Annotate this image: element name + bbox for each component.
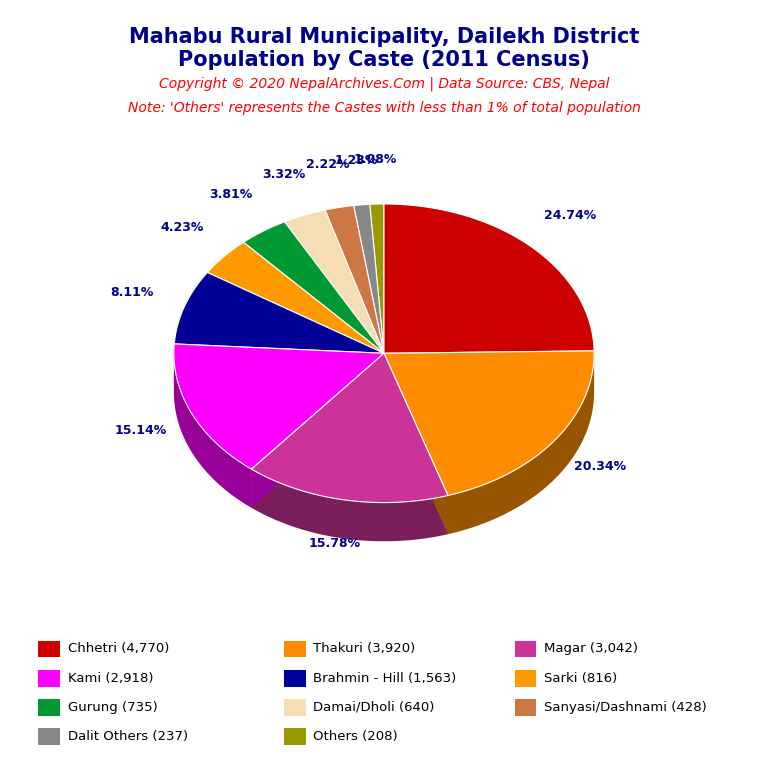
Text: Note: 'Others' represents the Castes with less than 1% of total population: Note: 'Others' represents the Castes wit… (127, 101, 641, 115)
Text: Chhetri (4,770): Chhetri (4,770) (68, 643, 169, 655)
Text: Gurung (735): Gurung (735) (68, 701, 157, 713)
Polygon shape (325, 206, 384, 353)
Text: Kami (2,918): Kami (2,918) (68, 672, 153, 684)
Polygon shape (174, 273, 384, 353)
Text: Magar (3,042): Magar (3,042) (544, 643, 637, 655)
Polygon shape (251, 353, 384, 508)
Text: Brahmin - Hill (1,563): Brahmin - Hill (1,563) (313, 672, 457, 684)
Text: 15.14%: 15.14% (114, 425, 167, 438)
Text: 3.81%: 3.81% (210, 188, 253, 201)
Text: Others (208): Others (208) (313, 730, 398, 743)
Polygon shape (174, 355, 251, 508)
Polygon shape (384, 204, 594, 353)
Polygon shape (284, 210, 384, 353)
Text: 4.23%: 4.23% (161, 221, 204, 234)
Polygon shape (243, 222, 384, 353)
Text: 15.78%: 15.78% (309, 537, 361, 550)
Polygon shape (251, 353, 448, 502)
Text: 2.22%: 2.22% (306, 157, 349, 170)
Polygon shape (353, 204, 384, 353)
Polygon shape (384, 351, 594, 495)
Text: 24.74%: 24.74% (544, 209, 596, 222)
Text: Mahabu Rural Municipality, Dailekh District: Mahabu Rural Municipality, Dailekh Distr… (129, 27, 639, 47)
Text: 1.23%: 1.23% (334, 154, 378, 167)
Text: 1.08%: 1.08% (353, 154, 397, 167)
Polygon shape (251, 469, 448, 541)
Polygon shape (251, 353, 384, 508)
Text: Thakuri (3,920): Thakuri (3,920) (313, 643, 415, 655)
Polygon shape (174, 344, 384, 469)
Polygon shape (384, 353, 448, 535)
Text: Population by Caste (2011 Census): Population by Caste (2011 Census) (178, 50, 590, 70)
Text: Dalit Others (237): Dalit Others (237) (68, 730, 187, 743)
Text: 20.34%: 20.34% (574, 460, 626, 472)
Polygon shape (369, 204, 384, 353)
Polygon shape (384, 353, 448, 535)
Text: 8.11%: 8.11% (110, 286, 154, 300)
Polygon shape (207, 242, 384, 353)
Polygon shape (448, 353, 594, 535)
Text: Damai/Dholi (640): Damai/Dholi (640) (313, 701, 435, 713)
Text: 3.32%: 3.32% (262, 167, 305, 180)
Text: Copyright © 2020 NepalArchives.Com | Data Source: CBS, Nepal: Copyright © 2020 NepalArchives.Com | Dat… (159, 77, 609, 91)
Text: Sanyasi/Dashnami (428): Sanyasi/Dashnami (428) (544, 701, 707, 713)
Text: Sarki (816): Sarki (816) (544, 672, 617, 684)
